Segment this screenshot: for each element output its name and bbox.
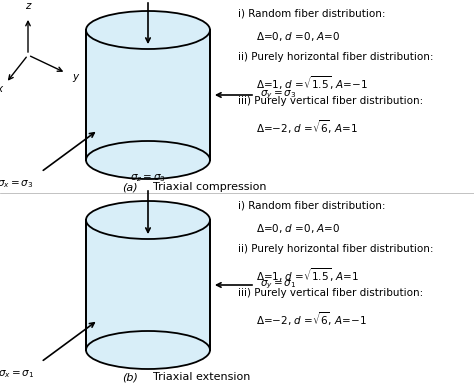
Text: $\Delta$=−2, $d$ =$\sqrt{6}$, $A$=1: $\Delta$=−2, $d$ =$\sqrt{6}$, $A$=1 [256,118,358,136]
Text: $\Delta$=1, $d$ =$\sqrt{1.5}$, $A$=−1: $\Delta$=1, $d$ =$\sqrt{1.5}$, $A$=−1 [256,74,368,92]
Polygon shape [86,220,210,350]
Text: (b): (b) [122,372,138,382]
Text: Triaxial extension: Triaxial extension [153,372,250,382]
Ellipse shape [86,141,210,179]
Text: $\sigma_y=\sigma_3$: $\sigma_y=\sigma_3$ [260,89,297,101]
Text: $\sigma_z=\sigma_3$: $\sigma_z=\sigma_3$ [130,172,166,184]
Text: $\sigma_x=\sigma_1$: $\sigma_x=\sigma_1$ [0,368,34,380]
Polygon shape [86,30,210,160]
Text: $\sigma_y=\sigma_1$: $\sigma_y=\sigma_1$ [260,279,296,291]
Text: $\Delta$=0, $d$ =0, $A$=0: $\Delta$=0, $d$ =0, $A$=0 [256,30,340,43]
Ellipse shape [86,201,210,239]
Text: x: x [0,84,2,94]
Text: $\sigma_x=\sigma_3$: $\sigma_x=\sigma_3$ [0,178,34,190]
Text: y: y [72,72,78,82]
Text: ii) Purely horizontal fiber distribution:: ii) Purely horizontal fiber distribution… [238,52,434,62]
Ellipse shape [86,331,210,369]
Text: $\Delta$=−2, $d$ =$\sqrt{6}$, $A$=−1: $\Delta$=−2, $d$ =$\sqrt{6}$, $A$=−1 [256,310,367,328]
Text: $\Delta$=0, $d$ =0, $A$=0: $\Delta$=0, $d$ =0, $A$=0 [256,222,340,235]
Text: $\Delta$=1, $d$ =$\sqrt{1.5}$, $A$=1: $\Delta$=1, $d$ =$\sqrt{1.5}$, $A$=1 [256,266,359,284]
Text: i) Random fiber distribution:: i) Random fiber distribution: [238,200,385,210]
Text: z: z [25,1,31,11]
Text: ii) Purely horizontal fiber distribution:: ii) Purely horizontal fiber distribution… [238,244,434,254]
Text: iii) Purely vertical fiber distribution:: iii) Purely vertical fiber distribution: [238,96,423,106]
Text: i) Random fiber distribution:: i) Random fiber distribution: [238,8,385,18]
Text: Triaxial compression: Triaxial compression [153,182,266,192]
Text: (a): (a) [122,182,138,192]
Text: iii) Purely vertical fiber distribution:: iii) Purely vertical fiber distribution: [238,288,423,298]
Ellipse shape [86,11,210,49]
